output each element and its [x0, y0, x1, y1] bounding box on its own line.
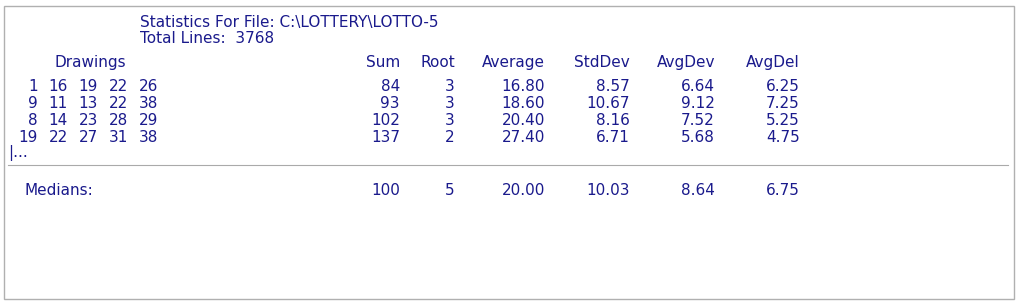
Text: 1: 1 — [29, 79, 38, 94]
Text: 31: 31 — [108, 130, 127, 145]
Text: 29: 29 — [139, 113, 158, 128]
Text: 10.03: 10.03 — [586, 183, 630, 198]
Text: 22: 22 — [109, 79, 127, 94]
Text: AvgDel: AvgDel — [746, 55, 799, 70]
Text: 38: 38 — [139, 130, 158, 145]
Text: 4.75: 4.75 — [765, 130, 799, 145]
Text: 6.71: 6.71 — [595, 130, 630, 145]
Text: Medians:: Medians: — [25, 183, 94, 198]
Text: 26: 26 — [139, 79, 158, 94]
Text: 9: 9 — [29, 96, 38, 111]
Text: 14: 14 — [49, 113, 68, 128]
Text: 27: 27 — [78, 130, 98, 145]
Text: 8.64: 8.64 — [681, 183, 714, 198]
Text: 5.25: 5.25 — [765, 113, 799, 128]
Text: 6.75: 6.75 — [765, 183, 799, 198]
Text: Average: Average — [482, 55, 544, 70]
Text: 137: 137 — [371, 130, 399, 145]
Text: Sum: Sum — [366, 55, 399, 70]
Text: Drawings: Drawings — [55, 55, 126, 70]
Text: 2: 2 — [445, 130, 454, 145]
Text: 27.40: 27.40 — [501, 130, 544, 145]
Text: 23: 23 — [78, 113, 98, 128]
Text: 22: 22 — [109, 96, 127, 111]
Text: Root: Root — [420, 55, 454, 70]
Text: 93: 93 — [380, 96, 399, 111]
Text: Statistics For File: C:\LOTTERY\LOTTO-5: Statistics For File: C:\LOTTERY\LOTTO-5 — [140, 15, 438, 30]
Text: 3: 3 — [445, 79, 454, 94]
Text: 20.00: 20.00 — [501, 183, 544, 198]
Text: 18.60: 18.60 — [501, 96, 544, 111]
Text: 16: 16 — [49, 79, 68, 94]
Text: 84: 84 — [380, 79, 399, 94]
Text: 8.57: 8.57 — [596, 79, 630, 94]
Text: 8.16: 8.16 — [595, 113, 630, 128]
Text: 3: 3 — [445, 96, 454, 111]
Text: 19: 19 — [18, 130, 38, 145]
Text: AvgDev: AvgDev — [656, 55, 714, 70]
Text: 13: 13 — [78, 96, 98, 111]
Text: 16.80: 16.80 — [501, 79, 544, 94]
Text: 28: 28 — [109, 113, 127, 128]
Text: 38: 38 — [139, 96, 158, 111]
Text: 7.52: 7.52 — [681, 113, 714, 128]
Text: 5: 5 — [445, 183, 454, 198]
Text: 11: 11 — [49, 96, 68, 111]
Text: Total Lines:  3768: Total Lines: 3768 — [140, 31, 274, 46]
Text: 6.25: 6.25 — [765, 79, 799, 94]
Text: 10.67: 10.67 — [586, 96, 630, 111]
Text: 8: 8 — [29, 113, 38, 128]
Text: 102: 102 — [371, 113, 399, 128]
Text: 6.64: 6.64 — [681, 79, 714, 94]
Text: 20.40: 20.40 — [501, 113, 544, 128]
Text: StdDev: StdDev — [574, 55, 630, 70]
Text: 19: 19 — [78, 79, 98, 94]
Text: 5.68: 5.68 — [681, 130, 714, 145]
Text: 100: 100 — [371, 183, 399, 198]
Text: 22: 22 — [49, 130, 68, 145]
Text: |...: |... — [8, 145, 28, 161]
Text: 9.12: 9.12 — [681, 96, 714, 111]
Text: 7.25: 7.25 — [765, 96, 799, 111]
Text: 3: 3 — [445, 113, 454, 128]
